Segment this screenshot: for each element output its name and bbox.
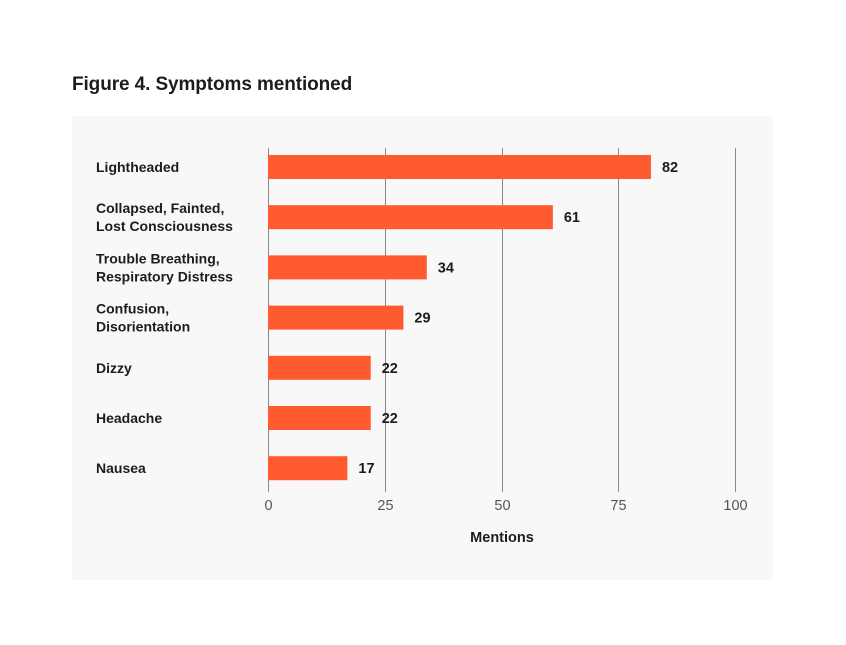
category-label-line: Trouble Breathing, [96,250,220,266]
value-label: 17 [358,461,374,477]
bar [268,355,371,380]
bar [268,205,553,230]
value-label: 29 [414,311,430,327]
category-label-line: Disorientation [96,319,190,335]
category-label: Trouble Breathing, Respiratory Distress [96,250,233,284]
bar [268,406,371,430]
value-label: 22 [382,361,398,377]
category-label: Confusion, Disorientation [96,301,190,335]
category-label-line: Confusion, [96,301,169,317]
category-label: Nausea [96,460,146,476]
x-tick-label: 50 [494,498,510,514]
x-tick-label: 75 [610,498,626,514]
x-axis-ticks: 0 25 50 75 100 [264,498,747,514]
category-label: Dizzy [96,360,132,376]
chart-panel [72,116,773,580]
value-label: 61 [564,210,580,226]
category-label: Collapsed, Fainted, Lost Consciousness [96,200,233,234]
x-tick-label: 0 [264,498,272,514]
category-label-line: Collapsed, Fainted, [96,200,224,216]
bars [268,155,651,481]
chart-title: Figure 4. Symptoms mentioned [72,74,353,95]
category-label-line: Lost Consciousness [96,218,233,234]
value-labels: 82 61 34 29 22 22 17 [358,160,678,477]
x-tick-label: 100 [723,498,747,514]
category-labels: Lightheaded Collapsed, Fainted, Lost Consc… [96,159,233,476]
value-label: 82 [662,160,678,176]
bar [268,305,404,330]
value-label: 22 [382,411,398,427]
bar [268,255,427,280]
category-label: Lightheaded [96,159,179,175]
bar [268,155,651,179]
x-tick-label: 25 [377,498,393,514]
x-axis-label: Mentions [470,530,534,546]
value-label: 34 [438,260,454,276]
bar [268,456,348,481]
category-label-line: Respiratory Distress [96,268,233,284]
category-label: Headache [96,410,162,426]
